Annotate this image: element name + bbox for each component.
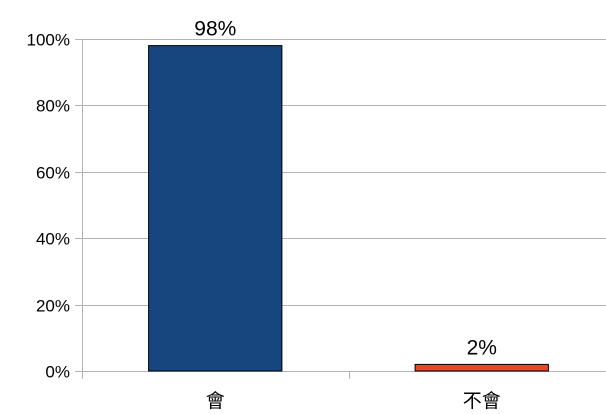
y-tick-label: 100%: [27, 31, 70, 50]
y-tick-label: 80%: [36, 97, 70, 116]
y-tick-label: 40%: [36, 230, 70, 249]
data-label: 2%: [467, 336, 497, 359]
y-tick-label: 0%: [45, 363, 70, 382]
x-category-label: 不會: [463, 390, 501, 412]
y-tick-label: 20%: [36, 297, 70, 316]
labels: 0% 20% 40% 60% 80% 100% 98% 會 2% 不會: [27, 18, 501, 412]
axes: [75, 39, 350, 379]
data-label: 98%: [194, 18, 236, 41]
bar: [414, 363, 549, 372]
x-category-label: 會: [206, 390, 225, 412]
y-tick-label: 60%: [36, 164, 70, 183]
bar: [148, 45, 283, 372]
bars: [148, 45, 549, 372]
